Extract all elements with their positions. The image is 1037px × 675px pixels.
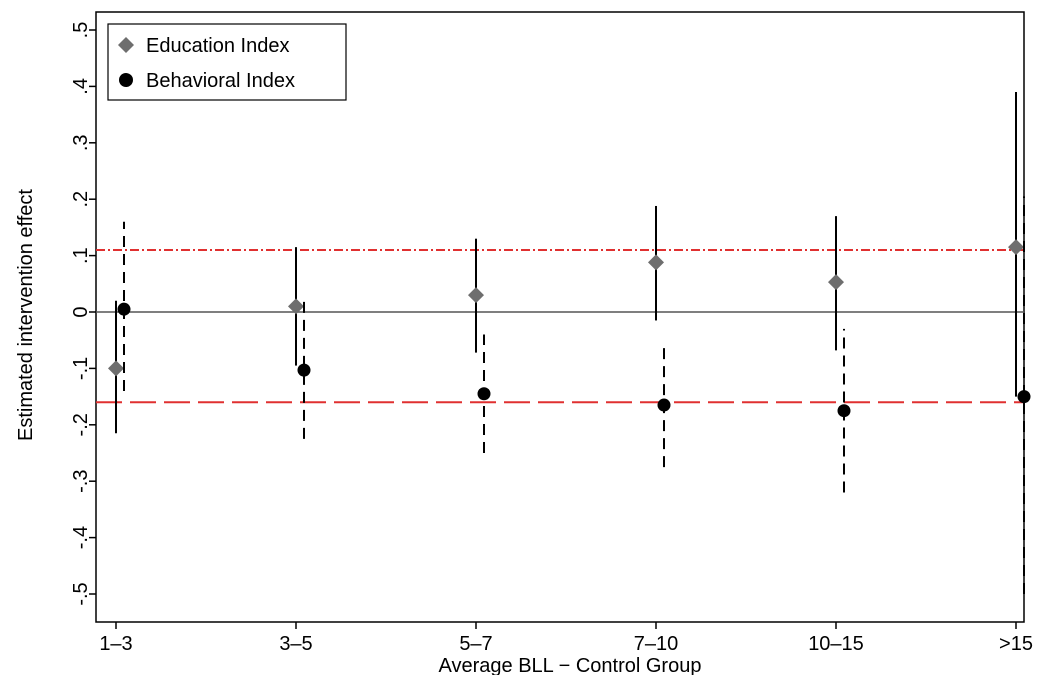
chart-marks	[108, 92, 1031, 594]
y-axis-title: Estimated intervention effect	[15, 189, 37, 441]
series-0	[108, 92, 1024, 434]
y-tick-label-4: -.1	[70, 357, 92, 380]
x-tick-label-2: 5–7	[459, 633, 492, 655]
series-1	[117, 196, 1031, 594]
x-tick-label-0: 1–3	[99, 633, 132, 655]
legend-marker-behavioral-index	[119, 73, 133, 87]
y-tick-label-3: -.2	[70, 413, 92, 436]
point-0-3	[648, 254, 664, 271]
point-1-1	[297, 363, 311, 377]
x-tick-label-3: 7–10	[634, 633, 679, 655]
point-0-1	[288, 298, 304, 315]
legend-label-education-index: Education Index	[146, 35, 289, 57]
y-axis: -.5 -.4 -.3 -.2 -.1 0 .1 .2 .3 .4 .5	[70, 22, 96, 606]
x-axis: 1–3 3–5 5–7 7–10 10–15 >15	[99, 622, 1033, 655]
legend-box	[107, 23, 347, 101]
y-tick-label-2: -.3	[70, 470, 92, 493]
y-tick-label-10: .5	[70, 22, 92, 39]
point-1-0	[117, 302, 131, 316]
reference-lines	[96, 248, 1024, 404]
y-tick-label-9: .4	[70, 78, 92, 95]
point-1-2	[477, 387, 491, 401]
legend-label-behavioral-index: Behavioral Index	[146, 70, 295, 92]
point-0-2	[468, 287, 484, 304]
point-1-3	[657, 398, 671, 412]
y-tick-label-1: -.4	[70, 526, 92, 549]
point-1-4	[837, 404, 851, 418]
point-0-5	[1008, 239, 1024, 256]
y-tick-label-7: .2	[70, 191, 92, 208]
y-tick-label-5: 0	[70, 306, 92, 317]
legend: Education Index Behavioral Index	[107, 23, 347, 101]
point-0-0	[108, 360, 124, 377]
y-tick-label-6: .1	[70, 247, 92, 264]
point-1-5	[1017, 390, 1031, 404]
y-tick-label-0: -.5	[70, 582, 92, 605]
legend-marker-education-index	[118, 37, 134, 53]
x-tick-label-5: >15	[999, 633, 1033, 655]
y-tick-label-8: .3	[70, 134, 92, 151]
plot-frame	[95, 11, 1025, 623]
x-axis-title: Average BLL − Control Group	[439, 655, 702, 675]
x-tick-label-4: 10–15	[808, 633, 864, 655]
x-tick-label-1: 3–5	[279, 633, 312, 655]
point-0-4	[828, 274, 844, 291]
